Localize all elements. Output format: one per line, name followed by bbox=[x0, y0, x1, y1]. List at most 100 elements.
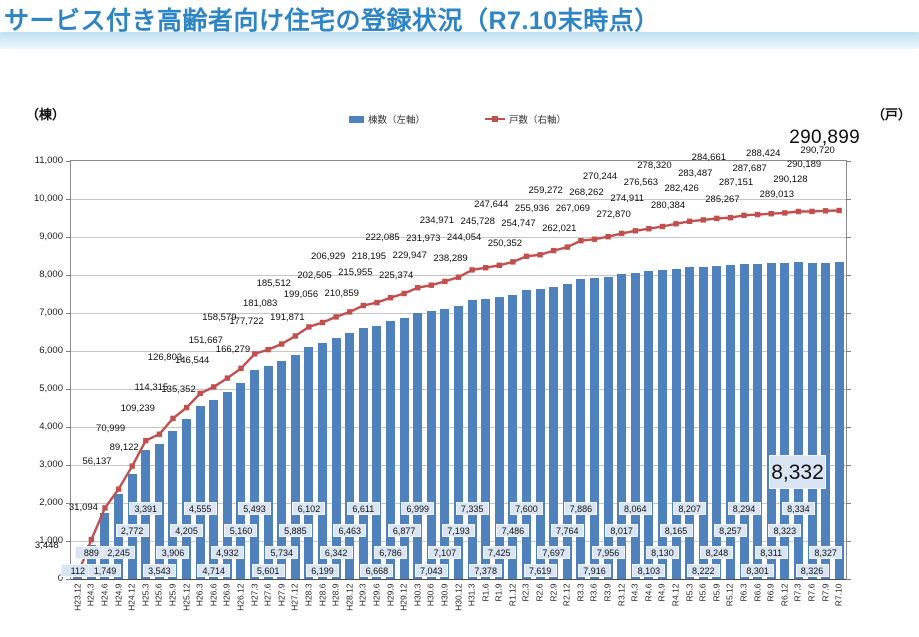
x-axis-tick-label: R3.12 bbox=[616, 583, 627, 607]
x-axis-tick-label: H24.3 bbox=[85, 583, 96, 607]
line-value-label: 274,911 bbox=[610, 192, 645, 204]
right-axis-tickmark bbox=[846, 541, 851, 542]
bar bbox=[521, 290, 531, 579]
bar-value-label: 8,257 bbox=[713, 524, 747, 537]
line-marker-icon bbox=[483, 265, 489, 271]
bar bbox=[454, 305, 463, 579]
bar bbox=[739, 263, 749, 579]
line-value-label: 267,069 bbox=[555, 202, 591, 214]
bar bbox=[290, 355, 300, 579]
line-series-label: 戸数（右軸） bbox=[509, 115, 567, 126]
line-value-label: 290,128 bbox=[773, 173, 808, 185]
line-value-label: 231,973 bbox=[406, 233, 441, 245]
x-axis-tick-label: H30.6 bbox=[425, 583, 436, 607]
line-marker-icon bbox=[659, 223, 666, 230]
bar bbox=[318, 343, 328, 579]
x-axis-tick-label: R4.6 bbox=[643, 583, 654, 602]
x-axis-tick-label: H27.12 bbox=[289, 583, 300, 611]
x-axis-tick-label: R6.12 bbox=[779, 583, 790, 607]
left-axis-tick-label: 6,000 bbox=[39, 345, 63, 356]
left-axis-tick-label: 11,000 bbox=[34, 155, 63, 166]
x-axis-tick-label: R3.6 bbox=[588, 583, 599, 602]
bar-value-label: 2,772 bbox=[115, 524, 149, 537]
line-marker-icon bbox=[632, 228, 638, 234]
final-units-callout: 290,899 bbox=[789, 127, 860, 148]
line-marker-icon bbox=[469, 267, 475, 273]
right-axis-tickmark bbox=[846, 389, 851, 390]
x-axis-tick-label: H24.12 bbox=[126, 583, 137, 611]
bar bbox=[603, 276, 613, 579]
bar-value-label: 7,193 bbox=[442, 524, 475, 537]
x-axis-tick-label: H26.9 bbox=[221, 583, 232, 607]
line-marker-icon bbox=[822, 208, 829, 214]
bar-value-label: 6,611 bbox=[346, 502, 380, 515]
line-value-label: 276,563 bbox=[623, 176, 659, 188]
bar bbox=[712, 265, 722, 579]
line-value-label: 181,083 bbox=[242, 297, 278, 309]
left-axis-tickmark bbox=[66, 427, 71, 428]
x-axis-tick-label: R2.6 bbox=[534, 583, 545, 602]
line-value-label: 218,195 bbox=[351, 250, 387, 262]
x-axis-tick-label: H29.6 bbox=[371, 583, 382, 607]
line-marker-icon bbox=[102, 505, 108, 511]
bar bbox=[86, 545, 96, 579]
line-marker-icon bbox=[727, 215, 734, 221]
left-axis-tick-label: 5,000 bbox=[39, 383, 63, 394]
left-axis-tickmark bbox=[66, 237, 71, 238]
line-value-label: 289,013 bbox=[759, 188, 794, 200]
bar bbox=[426, 311, 436, 579]
units-line-layer bbox=[75, 207, 842, 578]
bar bbox=[358, 327, 368, 579]
line-value-label: 245,728 bbox=[460, 215, 495, 227]
line-value-label: 282,426 bbox=[664, 183, 699, 195]
bar bbox=[494, 296, 504, 579]
bar bbox=[250, 370, 260, 579]
line-value-label: 255,936 bbox=[514, 202, 550, 214]
final-buildings-label: 8,332 bbox=[769, 455, 826, 489]
bar-value-label: 8,334 bbox=[781, 502, 815, 515]
line-value-label: 280,384 bbox=[650, 199, 686, 211]
line-marker-icon bbox=[523, 253, 530, 259]
line-marker-icon bbox=[211, 384, 217, 390]
line-value-label: 290,189 bbox=[786, 159, 822, 171]
x-axis-tick-label: R6.3 bbox=[738, 583, 749, 602]
line-marker-icon bbox=[510, 259, 516, 265]
x-axis-tick-label: H31.3 bbox=[466, 583, 477, 607]
bar bbox=[780, 262, 790, 579]
line-value-label: 288,424 bbox=[746, 147, 781, 159]
bar-value-label: 7,335 bbox=[455, 502, 489, 515]
bar-value-label: 6,102 bbox=[292, 502, 326, 515]
x-axis-tick-label: H26.6 bbox=[208, 583, 219, 607]
line-value-label: 225,374 bbox=[378, 269, 414, 281]
line-value-label: 238,289 bbox=[433, 253, 468, 265]
line-marker-icon bbox=[224, 375, 231, 381]
bar bbox=[562, 283, 572, 579]
line-marker-icon bbox=[251, 351, 258, 357]
bar bbox=[576, 279, 586, 579]
line-value-label: 247,644 bbox=[474, 199, 509, 211]
line-marker-icon bbox=[741, 212, 747, 218]
bar bbox=[617, 274, 627, 579]
bar-value-label: 4,932 bbox=[210, 546, 244, 559]
x-axis-tick-label: R7.10 bbox=[833, 583, 844, 607]
x-axis-tick-label: H25.6 bbox=[153, 583, 164, 607]
bar bbox=[508, 294, 518, 579]
left-axis-tickmark bbox=[66, 579, 71, 580]
line-value-label: 259,272 bbox=[528, 184, 563, 196]
x-axis-tick-label: H25.12 bbox=[181, 583, 192, 611]
line-marker-icon bbox=[387, 295, 394, 301]
chart-legend: 棟数（左軸） 戸数（右軸） bbox=[70, 112, 845, 126]
page-title: サービス付き高齢者向け住宅の登録状況（R7.10末時点） bbox=[4, 7, 660, 35]
gridline bbox=[71, 237, 846, 238]
x-axis-tick-label: R6.9 bbox=[765, 583, 776, 602]
bar-value-label: 7,043 bbox=[414, 564, 448, 577]
bar-value-label: 3,391 bbox=[129, 502, 163, 515]
line-value-label: 287,151 bbox=[718, 177, 754, 189]
line-value-label: 202,505 bbox=[297, 270, 332, 282]
right-axis-tickmark bbox=[846, 237, 851, 238]
line-series-swatch-icon bbox=[485, 115, 505, 123]
bar bbox=[222, 391, 232, 579]
x-axis-tick-label: H25.9 bbox=[167, 583, 178, 607]
right-axis-tickmark bbox=[846, 427, 851, 428]
